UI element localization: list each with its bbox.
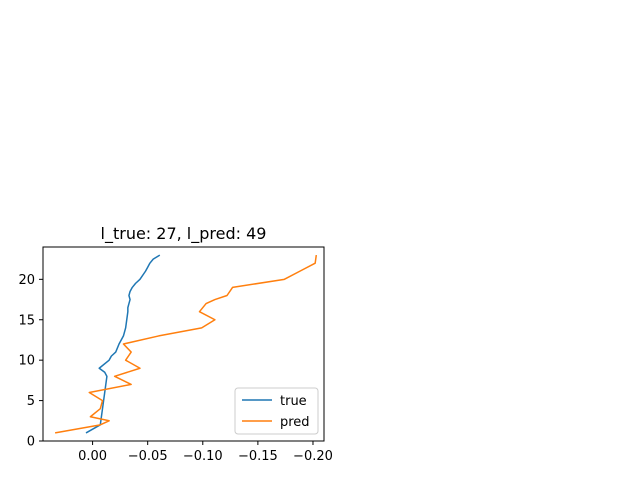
chart-title: l_true: 27, l_pred: 49 <box>101 224 267 244</box>
x-tick-label: −0.10 <box>183 449 223 464</box>
y-tick-label: 20 <box>18 273 35 288</box>
y-tick-label: 15 <box>18 313 35 328</box>
legend-label-true: true <box>280 394 307 409</box>
y-tick-label: 0 <box>27 435 35 450</box>
series-line-true <box>85 254 161 434</box>
x-tick-label: −0.05 <box>128 449 168 464</box>
legend: true pred <box>234 387 319 435</box>
x-tick-label: −0.20 <box>293 449 333 464</box>
legend-label-pred: pred <box>280 415 310 430</box>
y-tick-label: 5 <box>27 394 35 409</box>
y-tick-label: 10 <box>18 354 35 369</box>
axes-frame <box>42 246 325 442</box>
x-tick-label: 0.00 <box>78 449 107 464</box>
series-line-pred <box>54 254 318 434</box>
x-tick-label: −0.15 <box>238 449 278 464</box>
